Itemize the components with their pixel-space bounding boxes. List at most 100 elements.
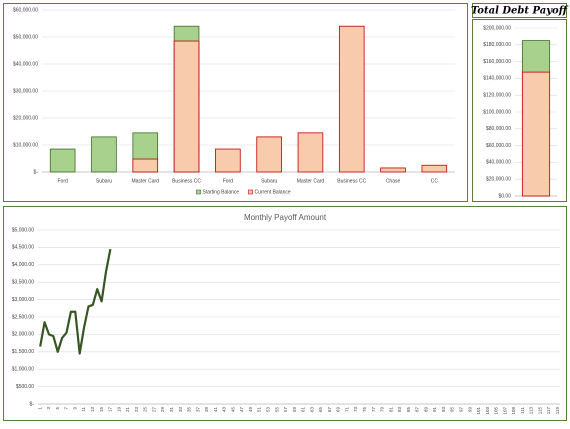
legend-label: Starting Balance [203, 190, 240, 196]
x-tick-label: 75 [362, 407, 367, 413]
x-tick-label: 67 [327, 407, 332, 413]
y-tick-label: $80,000.00 [486, 126, 511, 132]
bar [297, 132, 324, 173]
x-tick-label: Subaru [96, 178, 112, 184]
y-tick-label: $3,500.00 [12, 280, 34, 286]
x-tick-label: 99 [467, 407, 472, 413]
x-tick-label: 39 [204, 407, 209, 413]
x-tick-label: 33 [178, 407, 183, 413]
y-tick-label: $160,000.00 [483, 59, 511, 65]
x-tick-label: 73 [353, 407, 358, 413]
x-tick-label: 85 [406, 407, 411, 413]
x-tick-label: 17 [108, 407, 113, 413]
x-tick-label: 29 [160, 407, 165, 413]
x-tick-label: 25 [143, 407, 148, 413]
x-tick-label: 95 [450, 407, 455, 413]
x-tick-label: 27 [151, 407, 156, 413]
x-tick-label: 45 [230, 407, 235, 413]
x-tick-label: 1 [37, 407, 42, 410]
y-tick-label: $2,500.00 [12, 314, 34, 320]
y-tick-label: $40,000.00 [13, 61, 38, 67]
x-tick-label: 7 [64, 407, 69, 410]
x-tick-label: 101 [476, 407, 481, 415]
total-chart-panel [472, 19, 567, 202]
y-tick-label: $30,000.00 [13, 88, 38, 94]
x-tick-label: 69 [336, 407, 341, 413]
x-tick-label: Ford [223, 178, 234, 184]
y-tick-label: $60,000.00 [13, 7, 38, 13]
y-tick-label: $1,000.00 [12, 367, 34, 373]
x-tick-label: 103 [485, 407, 490, 415]
legend-swatch [248, 189, 253, 195]
x-tick-label: 77 [371, 407, 376, 413]
x-tick-label: 113 [529, 407, 534, 415]
bar [338, 25, 365, 173]
bar [256, 136, 282, 173]
y-tick-label: $5,000.00 [12, 227, 34, 233]
x-tick-label: 11 [81, 407, 86, 412]
x-tick-label: 37 [195, 407, 200, 413]
y-tick-label: $- [34, 169, 39, 175]
x-tick-label: 71 [344, 407, 349, 413]
y-tick-label: $0.00 [498, 193, 511, 199]
y-tick-label: $180,000.00 [483, 42, 511, 48]
chart-title: Monthly Payoff Amount [244, 213, 327, 222]
x-tick-label: 81 [388, 407, 393, 413]
y-tick-label: $50,000.00 [13, 34, 38, 40]
x-tick-label: 59 [292, 407, 297, 413]
x-tick-label: 109 [511, 407, 516, 415]
x-tick-label: 97 [458, 407, 463, 413]
x-tick-label: 117 [546, 407, 551, 415]
x-tick-label: 65 [318, 407, 323, 413]
x-tick-label: 79 [380, 407, 385, 413]
x-tick-label: 61 [301, 407, 306, 413]
y-tick-label: $10,000.00 [13, 142, 38, 148]
x-tick-label: 21 [125, 407, 130, 413]
bar [521, 71, 551, 197]
total-title: Total Debt Payoff [471, 6, 569, 17]
x-tick-label: 3 [46, 407, 51, 410]
x-tick-label: 55 [274, 407, 279, 413]
bar [91, 136, 117, 173]
line [39, 248, 112, 355]
x-tick-label: 63 [309, 407, 314, 413]
y-tick-label: $- [30, 401, 35, 407]
total-title-panel [472, 3, 567, 18]
y-tick-label: $2,000.00 [12, 332, 34, 338]
y-tick-label: $4,000.00 [12, 262, 34, 268]
x-tick-label: 49 [248, 407, 253, 413]
x-tick-label: Business CC [337, 178, 366, 184]
x-tick-label: 87 [415, 407, 420, 413]
bar [421, 164, 448, 173]
x-tick-label: 47 [239, 407, 244, 413]
bar [215, 148, 241, 173]
x-tick-label: Subaru [261, 178, 277, 184]
x-tick-label: 91 [432, 407, 437, 413]
x-tick-label: 93 [441, 407, 446, 413]
y-tick-label: $140,000.00 [483, 76, 511, 82]
x-tick-label: 111 [520, 407, 525, 414]
x-tick-label: Business CC [172, 178, 201, 184]
x-tick-label: Ford [58, 178, 69, 184]
x-tick-label: 23 [134, 407, 139, 413]
bar [132, 158, 159, 173]
x-tick-label: 35 [187, 407, 192, 413]
x-tick-label: 119 [555, 407, 560, 415]
payoff-chart-panel [3, 206, 567, 421]
y-tick-label: $3,000.00 [12, 297, 34, 303]
bar [173, 40, 200, 173]
y-tick-label: $100,000.00 [483, 109, 511, 115]
y-tick-label: $40,000.00 [486, 160, 511, 166]
bar [49, 148, 76, 173]
x-tick-label: Chase [386, 178, 401, 184]
x-tick-label: 107 [502, 407, 507, 415]
legend-label: Current Balance [255, 190, 291, 196]
x-tick-label: 19 [116, 407, 121, 413]
bar [380, 167, 406, 173]
x-tick-label: Master Card [297, 178, 325, 184]
y-tick-label: $4,500.00 [12, 245, 34, 251]
x-tick-label: 115 [537, 407, 542, 415]
x-tick-label: CC [431, 178, 439, 184]
x-tick-label: 13 [90, 407, 95, 413]
x-tick-label: 57 [283, 407, 288, 413]
